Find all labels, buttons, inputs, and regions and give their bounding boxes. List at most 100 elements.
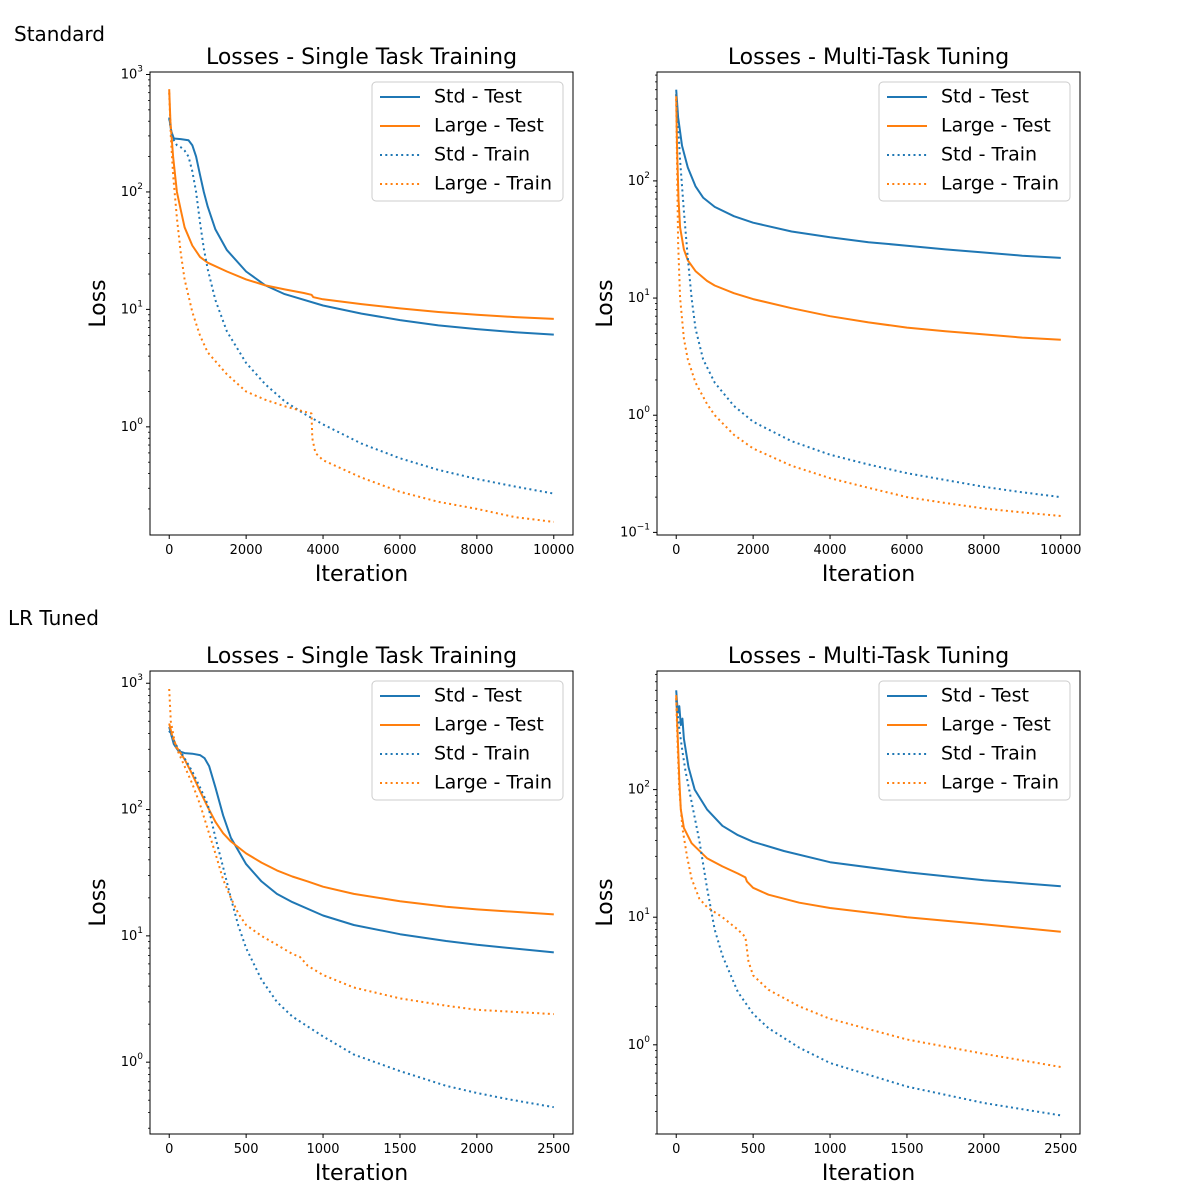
x-tick-label: 2500 [537,1142,570,1157]
x-tick-label: 0 [672,543,680,558]
legend-entry: Large - Test [941,115,1051,137]
series-group [675,89,1061,517]
legend-entry: Std - Test [941,685,1029,707]
y-tick-label: 101 [628,907,650,925]
x-tick-label: 4000 [813,543,846,558]
x-tick-label: 2000 [230,543,263,558]
legend-entry: Large - Test [941,714,1051,736]
x-tick-label: 2000 [967,1142,1000,1157]
series-line-large-test [168,89,554,320]
legend-entry: Large - Train [941,772,1059,794]
legend-box [878,81,1071,202]
x-axis-label: Iteration [822,562,915,587]
series-group [168,688,554,1109]
x-axis-label: Iteration [822,1161,915,1186]
y-tick-label: 102 [121,799,143,817]
axes-frame [656,670,1081,1135]
legend: Std - Test Large - Test Std - Train Large -… [371,81,564,202]
y-axis-label: Loss [86,878,111,926]
chart-title: Losses - Single Task Training [206,45,517,70]
series-line-std-train [168,118,554,495]
y-tick-label: 101 [121,925,143,943]
legend: Std - Test Large - Test Std - Train Large -… [371,680,564,801]
axes-frame [149,670,574,1135]
legend-entry: Std - Train [941,144,1037,166]
series-line-large-train [168,688,554,1016]
chart-title: Losses - Single Task Training [206,644,517,669]
x-tick-label: 2000 [460,1142,493,1157]
y-tick-label: 102 [121,181,143,199]
series-line-large-test [675,94,1061,341]
legend: Std - Test Large - Test Std - Train Large -… [878,81,1071,202]
x-tick-label: 2000 [737,543,770,558]
y-tick-label: 100 [121,1052,144,1070]
legend-entry: Std - Test [434,86,522,108]
x-tick-label: 0 [672,1142,680,1157]
series-line-std-train [675,700,1061,1117]
legend-entry: Large - Train [941,173,1059,195]
y-tick-label: 102 [628,170,650,188]
y-tick-label: 10−1 [620,522,650,540]
chart-panel-standard-multi-task: 0 2000 4000 6000 8000 10000 10−1 100 101 102 Losse… [593,45,1081,587]
y-tick-label: 100 [121,416,144,434]
chart-title: Losses - Multi-Task Tuning [728,45,1009,70]
chart-panel-lr-tuned-single-task: 0 500 1000 1500 2000 2500 100 101 102 103 Losses -… [86,644,574,1186]
y-tick-label: 103 [121,64,143,82]
chart-panel-lr-tuned-multi-task: 0 500 1000 1500 2000 2500 100 101 102 Losses - Mu… [593,644,1081,1186]
legend-entry: Std - Train [434,144,530,166]
legend-entry: Std - Train [941,743,1037,765]
series-line-std-test [675,89,1061,259]
x-tick-label: 0 [165,1142,173,1157]
y-tick-label: 101 [628,288,650,306]
series-group [675,690,1061,1117]
legend-box [371,81,564,202]
x-tick-label: 500 [234,1142,259,1157]
x-tick-label: 6000 [890,543,923,558]
legend-entry: Large - Train [434,772,552,794]
series-line-large-train [675,98,1061,517]
y-tick-label: 100 [628,405,651,423]
chart-panel-standard-single-task: 0 2000 4000 6000 8000 10000 100 101 102 103 Losses… [86,45,574,587]
x-tick-label: 2500 [1044,1142,1077,1157]
y-tick-label: 103 [121,673,143,691]
row-label-standard: Standard [14,22,105,46]
x-axis-label: Iteration [315,1161,408,1186]
series-line-std-test [168,117,554,336]
legend: Std - Test Large - Test Std - Train Large -… [878,680,1071,801]
y-tick-label: 102 [628,779,650,797]
legend-entry: Std - Test [434,685,522,707]
y-axis-label: Loss [86,279,111,327]
x-tick-label: 8000 [460,543,493,558]
legend-entry: Large - Train [434,173,552,195]
y-tick-label: 101 [121,299,143,317]
legend-entry: Std - Test [941,86,1029,108]
y-axis-label: Loss [593,279,618,327]
legend-box [371,680,564,801]
legend-entry: Large - Test [434,115,544,137]
row-label-lr-tuned: LR Tuned [8,606,99,630]
legend-entry: Std - Train [434,743,530,765]
x-axis-label: Iteration [315,562,408,587]
x-tick-label: 10000 [1040,543,1081,558]
series-line-large-train [168,92,554,523]
series-group [168,89,554,523]
x-tick-label: 8000 [967,543,1000,558]
x-tick-label: 6000 [383,543,416,558]
y-tick-label: 100 [628,1034,651,1052]
x-tick-label: 500 [741,1142,766,1157]
legend-entry: Large - Test [434,714,544,736]
x-tick-label: 10000 [533,543,574,558]
series-line-std-test [675,690,1061,888]
axes-frame [149,71,574,536]
series-line-std-test [168,726,554,954]
x-tick-label: 1500 [890,1142,923,1157]
x-tick-label: 1500 [383,1142,416,1157]
x-tick-label: 0 [165,543,173,558]
chart-title: Losses - Multi-Task Tuning [728,644,1009,669]
x-tick-label: 1000 [813,1142,846,1157]
x-tick-label: 1000 [306,1142,339,1157]
y-axis-label: Loss [593,878,618,926]
x-tick-label: 4000 [306,543,339,558]
legend-box [878,680,1071,801]
